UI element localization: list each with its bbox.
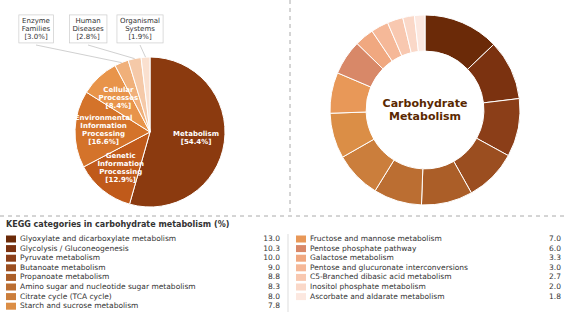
leader-line: [88, 45, 135, 59]
slice-label: Metabolism: [173, 130, 219, 138]
donut-slice: [468, 44, 520, 102]
legend-value: 2.0: [549, 282, 561, 291]
legend-swatch: [296, 255, 306, 262]
pie-slice: [141, 57, 150, 132]
divider: [290, 0, 291, 216]
legend-value: 8.0: [268, 292, 280, 301]
legend-label: Starch and sucrose metabolism: [20, 301, 138, 310]
legend-value: 6.0: [549, 244, 561, 253]
legend-label: Glyoxylate and dicarboxylate metabolism: [20, 234, 176, 243]
slice-label: HumanDiseases: [72, 17, 104, 33]
legend-value: 3.3: [549, 253, 561, 262]
slice-label: EnzymeFamilies: [22, 17, 51, 33]
pie-labels: Metabolism[54.4%] GeneticInformationProce…: [19, 15, 219, 184]
outer-label: OrganismalSystems[1.9%]: [117, 15, 163, 57]
legend-value: 10.3: [263, 244, 280, 253]
legend-swatch: [6, 303, 16, 310]
legend-label: Propanoate metabolism: [20, 272, 109, 281]
legend-label: Glycolysis / Gluconeogenesis: [20, 244, 129, 253]
legend-swatch: [296, 236, 306, 243]
legend-swatch: [6, 245, 16, 252]
legend-value: 8.8: [268, 272, 280, 281]
slice-label: GeneticInformationProcessing: [97, 152, 143, 176]
label-box: [19, 15, 54, 43]
legend-value: 10.0: [263, 253, 280, 262]
legend-swatch: [6, 274, 16, 281]
legend-label: Citrate cycle (TCA cycle): [20, 292, 112, 301]
legend-swatch: [296, 293, 306, 300]
donut: [330, 15, 520, 205]
legend-label: Amino sugar and nucleotide sugar metabol…: [20, 282, 196, 291]
legend-swatch: [296, 264, 306, 271]
donut-slice: [421, 161, 471, 205]
leader-line: [140, 45, 146, 57]
slice-value-label: [54.4%]: [181, 138, 212, 146]
legend-swatch: [6, 236, 16, 243]
legend-swatch: [6, 264, 16, 271]
donut-slice: [414, 15, 425, 51]
legend-swatch: [296, 284, 306, 291]
legend-label: C5-Branched dibasic acid metabolism: [310, 272, 452, 281]
legend-swatch: [6, 255, 16, 262]
legend-label: Galactose metabolism: [310, 253, 394, 262]
slice-label: OrganismalSystems: [120, 17, 160, 33]
legend-label: Inositol phosphate metabolism: [310, 282, 426, 291]
pie: [75, 57, 225, 207]
legend-value: 8.3: [268, 282, 280, 291]
slice-value-label: [8.4%]: [105, 102, 131, 110]
legend-label: Pentose and glucuronate interconversions: [310, 263, 468, 272]
legend-value: 13.0: [263, 234, 280, 243]
legend-label: Butanoate metabolism: [20, 263, 106, 272]
slice-value-label: [3.0%]: [24, 33, 48, 41]
legend-swatch: [6, 284, 16, 291]
slice-label: EnvironmentalInformationProcessing: [75, 114, 132, 138]
legend: KEGG categories in carbohydrate metaboli…: [6, 220, 561, 312]
legend-label: Pyruvate metabolism: [20, 253, 100, 262]
label-box: [117, 15, 163, 43]
slice-value-label: [2.8%]: [76, 33, 100, 41]
leader-line: [36, 45, 122, 63]
legend-separator: [288, 234, 289, 312]
slice-value-label: [16.6%]: [88, 138, 119, 146]
legend-value: 7.8: [268, 301, 280, 310]
legend-label: Pentose phosphate pathway: [310, 244, 417, 253]
pie-slice: [84, 132, 150, 204]
legend-label: Ascorbate and aldarate metabolism: [310, 292, 444, 301]
legend-title: KEGG categories in carbohydrate metaboli…: [6, 220, 229, 229]
legend-value: 9.0: [268, 263, 280, 272]
legend-value: 7.0: [549, 234, 561, 243]
legend-value: 3.0: [549, 263, 561, 272]
label-box: [69, 15, 107, 43]
legend-swatch: [296, 274, 306, 281]
slice-value-label: [12.9%]: [105, 176, 136, 184]
chart-root: Metabolism[54.4%] GeneticInformationProce…: [0, 0, 567, 316]
outer-label: EnzymeFamilies[3.0%]: [19, 15, 122, 63]
legend-swatch: [6, 293, 16, 300]
slice-value-label: [1.9%]: [128, 33, 152, 41]
donut-title: CarbohydrateMetabolism: [383, 97, 468, 123]
legend-label: Fructose and mannose metabolism: [310, 234, 442, 243]
legend-swatch: [296, 245, 306, 252]
slice-label: CellularProcesses: [99, 86, 139, 102]
legend-value: 2.7: [549, 272, 561, 281]
donut-slice: [330, 112, 374, 157]
legend-value: 1.8: [549, 292, 561, 301]
divider: [0, 216, 567, 217]
